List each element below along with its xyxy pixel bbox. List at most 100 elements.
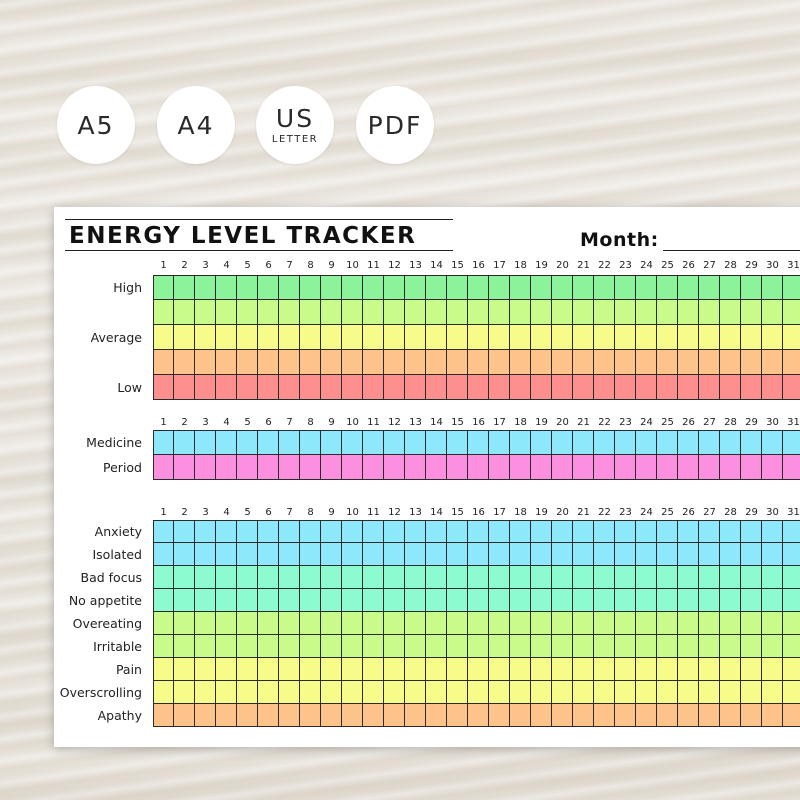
day-cell[interactable] [594, 350, 615, 375]
day-cell[interactable] [384, 350, 405, 375]
day-cell[interactable] [279, 430, 300, 455]
day-cell[interactable] [468, 543, 489, 566]
day-cell[interactable] [216, 375, 237, 400]
day-cell[interactable] [405, 455, 426, 480]
day-cell[interactable] [720, 375, 741, 400]
day-cell[interactable] [216, 520, 237, 543]
day-cell[interactable] [195, 658, 216, 681]
day-cell[interactable] [363, 300, 384, 325]
day-cell[interactable] [678, 635, 699, 658]
day-cell[interactable] [573, 375, 594, 400]
day-cell[interactable] [279, 543, 300, 566]
day-cell[interactable] [237, 350, 258, 375]
day-cell[interactable] [426, 589, 447, 612]
day-cell[interactable] [699, 350, 720, 375]
day-cell[interactable] [468, 375, 489, 400]
day-cell[interactable] [174, 589, 195, 612]
day-cell[interactable] [300, 658, 321, 681]
day-cell[interactable] [594, 704, 615, 727]
day-cell[interactable] [699, 275, 720, 300]
day-cell[interactable] [573, 635, 594, 658]
month-input-line[interactable] [663, 250, 800, 251]
day-cell[interactable] [552, 350, 573, 375]
day-cell[interactable] [762, 275, 783, 300]
day-cell[interactable] [384, 325, 405, 350]
day-cell[interactable] [783, 589, 800, 612]
day-cell[interactable] [279, 520, 300, 543]
day-cell[interactable] [216, 612, 237, 635]
day-cell[interactable] [531, 430, 552, 455]
day-cell[interactable] [447, 635, 468, 658]
day-cell[interactable] [552, 658, 573, 681]
day-cell[interactable] [489, 430, 510, 455]
day-cell[interactable] [258, 543, 279, 566]
day-cell[interactable] [678, 589, 699, 612]
day-cell[interactable] [468, 300, 489, 325]
day-cell[interactable] [489, 375, 510, 400]
day-cell[interactable] [468, 681, 489, 704]
day-cell[interactable] [216, 350, 237, 375]
day-cell[interactable] [594, 658, 615, 681]
day-cell[interactable] [447, 300, 468, 325]
day-cell[interactable] [153, 681, 174, 704]
day-cell[interactable] [531, 589, 552, 612]
day-cell[interactable] [363, 275, 384, 300]
day-cell[interactable] [195, 635, 216, 658]
day-cell[interactable] [426, 635, 447, 658]
day-cell[interactable] [174, 430, 195, 455]
day-cell[interactable] [174, 635, 195, 658]
day-cell[interactable] [573, 350, 594, 375]
day-cell[interactable] [699, 455, 720, 480]
day-cell[interactable] [594, 543, 615, 566]
day-cell[interactable] [447, 350, 468, 375]
day-cell[interactable] [741, 704, 762, 727]
day-cell[interactable] [741, 543, 762, 566]
day-cell[interactable] [300, 635, 321, 658]
day-cell[interactable] [321, 566, 342, 589]
day-cell[interactable] [531, 350, 552, 375]
day-cell[interactable] [741, 520, 762, 543]
day-cell[interactable] [552, 589, 573, 612]
day-cell[interactable] [615, 543, 636, 566]
day-cell[interactable] [531, 455, 552, 480]
day-cell[interactable] [699, 430, 720, 455]
day-cell[interactable] [594, 612, 615, 635]
day-cell[interactable] [258, 566, 279, 589]
day-cell[interactable] [426, 658, 447, 681]
day-cell[interactable] [384, 520, 405, 543]
day-cell[interactable] [321, 543, 342, 566]
day-cell[interactable] [489, 275, 510, 300]
day-cell[interactable] [447, 275, 468, 300]
day-cell[interactable] [258, 325, 279, 350]
day-cell[interactable] [741, 375, 762, 400]
day-cell[interactable] [678, 543, 699, 566]
day-cell[interactable] [237, 275, 258, 300]
day-cell[interactable] [510, 455, 531, 480]
day-cell[interactable] [447, 589, 468, 612]
day-cell[interactable] [279, 658, 300, 681]
day-cell[interactable] [720, 658, 741, 681]
day-cell[interactable] [699, 612, 720, 635]
day-cell[interactable] [510, 300, 531, 325]
day-cell[interactable] [468, 612, 489, 635]
day-cell[interactable] [720, 350, 741, 375]
day-cell[interactable] [657, 681, 678, 704]
day-cell[interactable] [174, 520, 195, 543]
day-cell[interactable] [657, 300, 678, 325]
day-cell[interactable] [153, 350, 174, 375]
day-cell[interactable] [426, 275, 447, 300]
day-cell[interactable] [384, 430, 405, 455]
day-cell[interactable] [636, 543, 657, 566]
day-cell[interactable] [678, 704, 699, 727]
day-cell[interactable] [216, 704, 237, 727]
day-cell[interactable] [342, 375, 363, 400]
day-cell[interactable] [342, 350, 363, 375]
day-cell[interactable] [195, 704, 216, 727]
day-cell[interactable] [762, 704, 783, 727]
day-cell[interactable] [279, 704, 300, 727]
day-cell[interactable] [279, 300, 300, 325]
day-cell[interactable] [384, 375, 405, 400]
day-cell[interactable] [615, 430, 636, 455]
day-cell[interactable] [321, 375, 342, 400]
day-cell[interactable] [468, 430, 489, 455]
